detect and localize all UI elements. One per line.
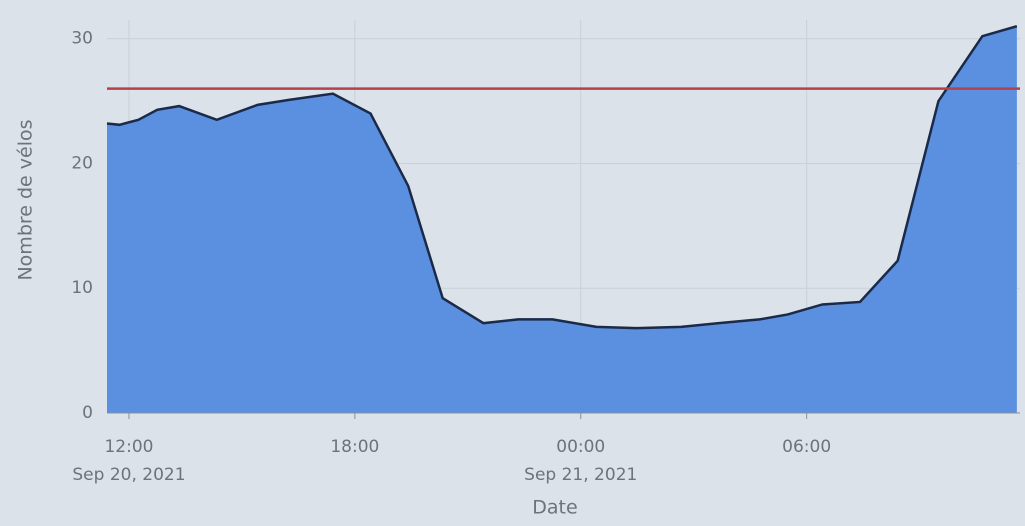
y-tick-label: 10 bbox=[71, 278, 93, 298]
x-tick-label: 06:00 bbox=[782, 437, 831, 457]
x-axis-label: Date bbox=[532, 497, 577, 519]
y-tick-label: 20 bbox=[71, 153, 93, 173]
x-tick-sublabel: Sep 20, 2021 bbox=[72, 465, 185, 485]
x-tick-label: 18:00 bbox=[330, 437, 379, 457]
x-tick-label: 00:00 bbox=[556, 437, 605, 457]
y-tick-label: 30 bbox=[71, 29, 93, 49]
y-axis-label: Nombre de vélos bbox=[15, 119, 37, 280]
line bbox=[106, 25, 1018, 330]
y-tick-label: 0 bbox=[82, 403, 93, 423]
x-tick-label: 12:00 bbox=[104, 437, 153, 457]
area bbox=[107, 26, 1017, 413]
x-tick-sublabel: Sep 21, 2021 bbox=[524, 465, 637, 485]
